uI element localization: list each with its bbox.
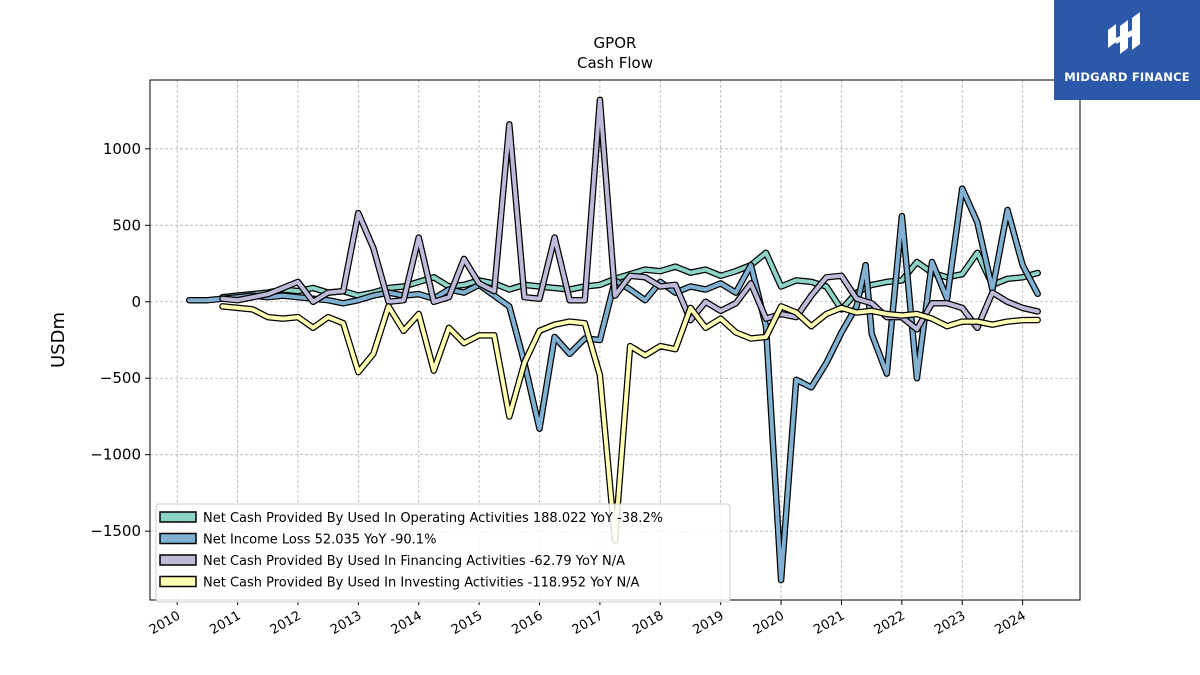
brand-logo: MIDGARD FINANCE	[1054, 0, 1200, 100]
grid-lines	[150, 80, 1080, 600]
chart-title: GPOR	[594, 34, 637, 52]
brand-name: MIDGARD FINANCE	[1064, 70, 1190, 84]
legend-swatch	[159, 554, 197, 566]
y-tick-label: 500	[112, 216, 141, 234]
legend-entry-label: Net Cash Provided By Used In Operating A…	[203, 511, 663, 526]
legend-swatch	[159, 511, 197, 523]
y-tick-label: −500	[100, 369, 141, 387]
y-tick-label: −1500	[90, 522, 141, 540]
series-3	[219, 303, 1041, 544]
y-tick-label: 1000	[103, 140, 141, 158]
y-tick-label: 0	[131, 293, 141, 311]
legend-entry-label: Net Cash Provided By Used In Financing A…	[203, 554, 625, 569]
y-axis-label: USDm	[48, 312, 69, 368]
legend: Net Cash Provided By Used In Operating A…	[155, 503, 731, 603]
series-lines	[186, 96, 1041, 584]
legend-swatch	[159, 532, 197, 545]
series-line	[220, 304, 1040, 543]
legend-frame	[155, 503, 731, 603]
legend-entry-label: Net Cash Provided By Used In Investing A…	[203, 576, 640, 591]
brand-mark-icon	[1108, 12, 1140, 54]
legend-entry-label: Net Income Loss 52.035 YoY -90.1%	[203, 533, 436, 548]
y-tick-label: −1000	[90, 446, 141, 464]
chart-subtitle: Cash Flow	[577, 54, 653, 72]
legend-swatch	[159, 575, 197, 588]
